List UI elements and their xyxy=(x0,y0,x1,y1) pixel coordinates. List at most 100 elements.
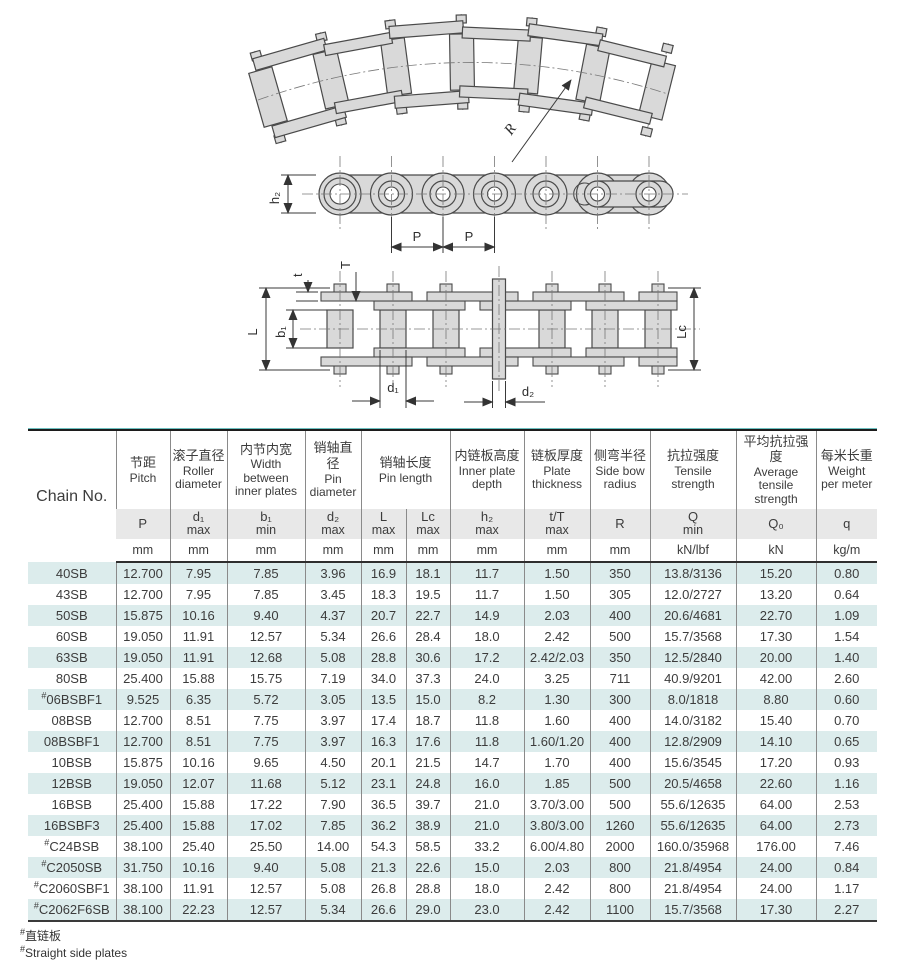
unit-cell: kg/m xyxy=(815,539,877,563)
value-cell: 2.27 xyxy=(815,899,877,922)
table-row: 08BSB 12.700 8.51 7.75 3.97 17.4 18.7 11.8 1.60 4… xyxy=(28,710,877,731)
dim-label-d1: d₁ xyxy=(387,380,399,395)
value-cell: 15.88 xyxy=(169,794,227,815)
symbol-cell: R xyxy=(589,509,650,539)
value-cell: 0.80 xyxy=(815,562,877,584)
chain-no-cell: 16BSBF3 xyxy=(43,818,100,833)
chain-no-cell: 60SB xyxy=(55,629,88,644)
unit-cell: mm xyxy=(360,539,406,563)
value-cell: 10.16 xyxy=(169,605,227,626)
value-cell: 25.400 xyxy=(115,815,170,836)
footnotes: #直链板 #Straight side plates xyxy=(20,928,905,962)
col-header-side-bow-radius: 侧弯半径 Side bow radius xyxy=(589,430,650,509)
value-cell: 160.0/35968 xyxy=(649,836,736,857)
value-cell: 31.750 xyxy=(115,857,170,878)
value-cell: 5.08 xyxy=(304,647,361,668)
value-cell: 42.00 xyxy=(735,668,816,689)
straight-plate-marker: # xyxy=(41,690,47,701)
value-cell: 10.16 xyxy=(169,752,227,773)
value-cell: 1.60 xyxy=(523,710,590,731)
value-cell: 300 xyxy=(589,689,650,710)
chain-no-cell: 40SB xyxy=(55,565,88,581)
value-cell: 23.0 xyxy=(449,899,524,922)
value-cell: 3.80/3.00 xyxy=(523,815,590,836)
value-cell: 2.42 xyxy=(523,878,590,899)
radius-arrow xyxy=(511,79,572,163)
value-cell: 14.00 xyxy=(304,836,361,857)
symbol-cell: t/T max xyxy=(523,509,590,539)
value-cell: 26.6 xyxy=(360,899,406,922)
value-cell: 11.8 xyxy=(449,710,524,731)
value-cell: 0.65 xyxy=(815,731,877,752)
table-row: 16BSBF3 25.400 15.88 17.02 7.85 36.2 38.9 21.0 3… xyxy=(28,815,877,836)
value-cell: 0.60 xyxy=(815,689,877,710)
value-cell: 3.97 xyxy=(304,731,361,752)
chain-no-cell: 08BSB xyxy=(51,713,92,728)
value-cell: 400 xyxy=(589,731,650,752)
value-cell: 19.5 xyxy=(405,584,450,605)
value-cell: 12.700 xyxy=(115,710,170,731)
unit-cell: mm xyxy=(449,539,524,563)
symbol-cell: P xyxy=(116,509,170,539)
value-cell: 38.100 xyxy=(115,878,170,899)
value-cell: 10.16 xyxy=(169,857,227,878)
value-cell: 8.51 xyxy=(169,731,227,752)
value-cell: 22.23 xyxy=(169,899,227,922)
value-cell: 500 xyxy=(589,773,650,794)
value-cell: 13.5 xyxy=(360,689,406,710)
symbol-cell: q xyxy=(815,509,877,539)
value-cell: 19.050 xyxy=(115,626,170,647)
value-cell: 25.40 xyxy=(169,836,227,857)
value-cell: 9.40 xyxy=(226,605,305,626)
value-cell: 15.20 xyxy=(735,562,816,584)
value-cell: 15.0 xyxy=(405,689,450,710)
value-cell: 17.6 xyxy=(405,731,450,752)
value-cell: 1.50 xyxy=(523,584,590,605)
value-cell: 20.6/4681 xyxy=(649,605,736,626)
value-cell: 3.97 xyxy=(304,710,361,731)
chain-no-cell: #C2050SB xyxy=(41,858,103,875)
value-cell: 36.2 xyxy=(360,815,406,836)
value-cell: 22.6 xyxy=(405,857,450,878)
value-cell: 14.10 xyxy=(735,731,816,752)
value-cell: 15.875 xyxy=(115,605,170,626)
value-cell: 19.050 xyxy=(115,773,170,794)
value-cell: 12.57 xyxy=(226,878,305,899)
value-cell: 21.8/4954 xyxy=(649,878,736,899)
header-names-row: Chain No. 节距 Pitch 滚子直径 Roller diameter 内节… xyxy=(28,430,877,509)
value-cell: 500 xyxy=(589,794,650,815)
header-units-row: mm mm mm mm mm mm mm mm mm kN/lbf kN kg/… xyxy=(28,539,877,563)
col-header-roller-diameter: 滚子直径 Roller diameter xyxy=(169,430,227,509)
value-cell: 3.05 xyxy=(304,689,361,710)
value-cell: 11.91 xyxy=(169,647,227,668)
value-cell: 21.8/4954 xyxy=(649,857,736,878)
value-cell: 0.93 xyxy=(815,752,877,773)
value-cell: 12.0/2727 xyxy=(649,584,736,605)
value-cell: 64.00 xyxy=(735,815,816,836)
value-cell: 5.72 xyxy=(226,689,305,710)
value-cell: 5.08 xyxy=(304,857,361,878)
value-cell: 18.0 xyxy=(449,626,524,647)
symbol-cell: b₁ min xyxy=(226,509,305,539)
value-cell: 5.34 xyxy=(304,626,361,647)
symbol-cell: d₂ max xyxy=(304,509,361,539)
value-cell: 24.00 xyxy=(735,878,816,899)
value-cell: 1.70 xyxy=(523,752,590,773)
value-cell: 25.400 xyxy=(115,794,170,815)
value-cell: 7.85 xyxy=(226,562,305,584)
value-cell: 21.3 xyxy=(360,857,406,878)
dim-label-p2: P xyxy=(465,229,474,244)
unit-cell: mm xyxy=(116,539,170,563)
value-cell: 800 xyxy=(589,857,650,878)
col-header-average-tensile-strength: 平均抗拉强度 Average tensile strength xyxy=(735,430,816,509)
dim-label-lc: Lc xyxy=(674,325,689,339)
chain-spec-table: Chain No. 节距 Pitch 滚子直径 Roller diameter 内节… xyxy=(28,429,877,922)
unit-cell: mm xyxy=(304,539,361,563)
value-cell: 13.8/3136 xyxy=(649,562,736,584)
col-header-pin-length: 销轴长度 Pin length xyxy=(360,430,450,509)
value-cell: 5.12 xyxy=(304,773,361,794)
value-cell: 800 xyxy=(589,878,650,899)
value-cell: 15.7/3568 xyxy=(649,899,736,922)
table-row: #C2060SBF1 38.100 11.91 12.57 5.08 26.8 28.8 18… xyxy=(28,878,877,899)
